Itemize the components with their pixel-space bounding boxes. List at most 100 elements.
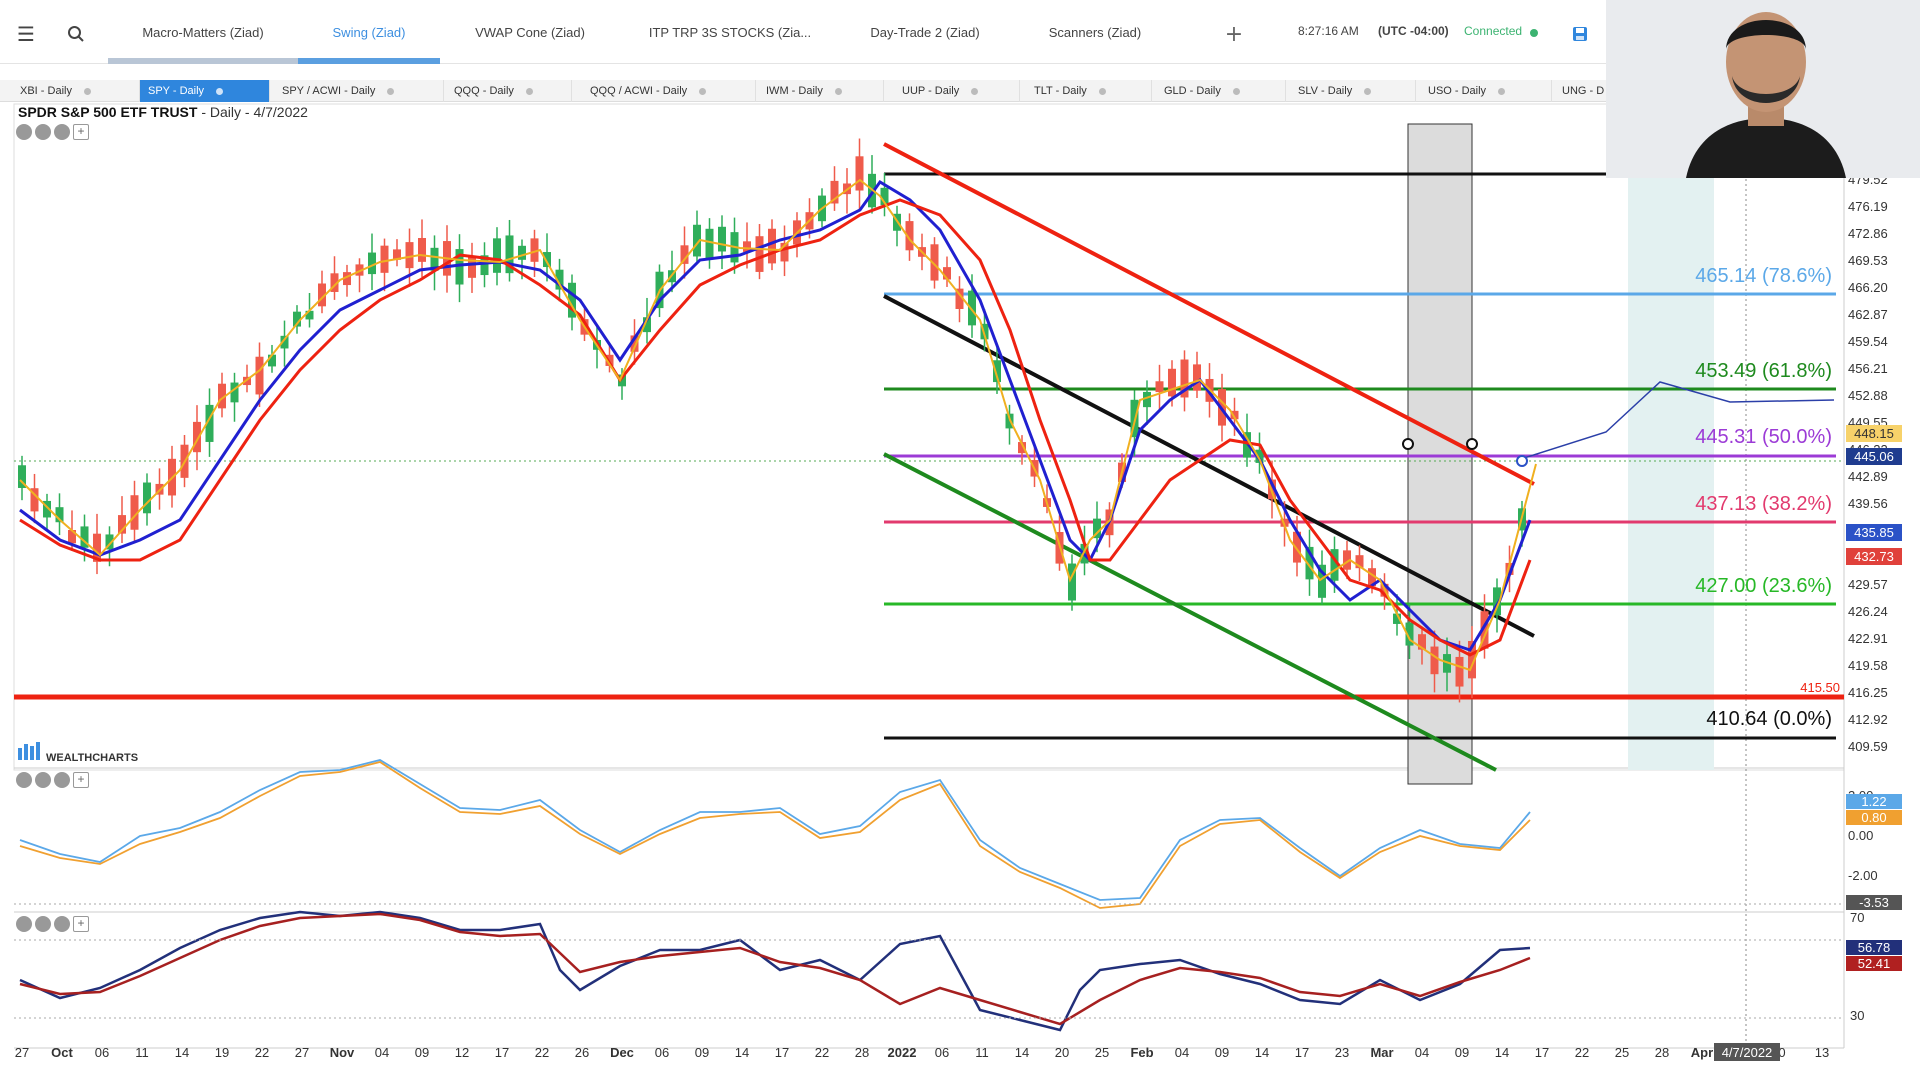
date-tick-label: Apr [1691, 1045, 1713, 1060]
candle-body [830, 180, 839, 204]
chart-title: SPDR S&P 500 ETF TRUST - Daily - 4/7/202… [18, 104, 308, 120]
macd-badge [1846, 810, 1902, 825]
date-tick-label: 22 [1575, 1045, 1589, 1060]
close-dot-icon[interactable] [971, 87, 979, 95]
price-badge [1846, 548, 1902, 565]
tab-scanners[interactable]: Scanners (Ziad) [1010, 0, 1180, 64]
candle-body [1505, 562, 1514, 575]
candle-body [430, 247, 439, 271]
rsi-badge [1846, 956, 1902, 971]
settings-icon[interactable] [16, 124, 32, 140]
candle-body [705, 228, 714, 259]
chart-symbol-name: SPDR S&P 500 ETF TRUST [18, 104, 198, 120]
close-dot-icon[interactable] [1364, 87, 1372, 95]
close-dot-icon[interactable] [216, 87, 224, 95]
close-dot-icon[interactable] [699, 87, 707, 95]
close-dot-icon[interactable] [525, 87, 533, 95]
ma-red-line [19, 198, 1532, 657]
macd-badge-text: 0.80 [1861, 810, 1886, 825]
symbol-tab-uso[interactable]: USO - Daily [1420, 80, 1552, 102]
collapse-icon[interactable] [35, 124, 51, 140]
symbol-tab-label: UUP - Daily [902, 85, 960, 97]
date-tick-label: 25 [1615, 1045, 1629, 1060]
date-tick-label: Nov [330, 1045, 355, 1060]
macd-badge [1846, 895, 1902, 910]
candle-body [280, 335, 289, 349]
candle-body [43, 500, 51, 518]
symbol-tab-xbi[interactable]: XBI - Daily [12, 80, 140, 102]
symbol-tab-qqq-acwi[interactable]: QQQ / ACWI - Daily [582, 80, 756, 102]
date-tick-label: 23 [1335, 1045, 1349, 1060]
tab-vwap-cone[interactable]: VWAP Cone (Ziad) [440, 0, 620, 64]
date-tick-label: 22 [815, 1045, 829, 1060]
candle-body [105, 534, 114, 550]
candle-body [1480, 611, 1489, 649]
close-dot-icon[interactable] [1498, 87, 1506, 95]
projection-zone [1628, 178, 1714, 770]
add-indicator-icon[interactable]: + [73, 772, 89, 788]
symbol-tab-slv[interactable]: SLV - Daily [1290, 80, 1416, 102]
presenter-video [1606, 0, 1920, 178]
rsi-badge-text: 56.78 [1858, 940, 1891, 955]
tab-macro-matters[interactable]: Macro-Matters (Ziad) [108, 0, 298, 64]
candle-body [618, 374, 626, 387]
symbol-tab-uup[interactable]: UUP - Daily [894, 80, 1020, 102]
price-badges: 448.15 445.06 435.85 432.73 [1846, 425, 1902, 565]
move-up-icon[interactable] [54, 124, 70, 140]
symbol-tab-gld[interactable]: GLD - Daily [1156, 80, 1286, 102]
price-tick-label: 462.87 [1848, 307, 1888, 322]
candle-body [530, 238, 539, 262]
candle-body [1093, 518, 1101, 539]
search-icon[interactable] [62, 20, 90, 48]
support-label: 415.50 [1800, 680, 1840, 695]
save-icon[interactable] [1566, 20, 1594, 48]
close-dot-icon[interactable] [1098, 87, 1106, 95]
add-indicator-icon[interactable]: + [73, 124, 89, 140]
marker-point [1466, 438, 1478, 450]
date-tick-label: 20 [1055, 1045, 1069, 1060]
tab-swing[interactable]: Swing (Ziad) [298, 0, 440, 64]
ma-blue-line [19, 180, 1532, 652]
settings-icon[interactable] [16, 772, 32, 788]
close-dot-icon[interactable] [834, 87, 842, 95]
add-tab-button[interactable]: + [1224, 21, 1244, 47]
candle-body [1255, 449, 1264, 463]
close-dot-icon[interactable] [1232, 87, 1240, 95]
collapse-icon[interactable] [35, 772, 51, 788]
collapse-icon[interactable] [35, 916, 51, 932]
close-dot-icon[interactable] [83, 87, 91, 95]
tab-itp-trp[interactable]: ITP TRP 3S STOCKS (Zia... [620, 0, 840, 64]
candle-body [193, 421, 201, 453]
tab-day-trade[interactable]: Day-Trade 2 (Ziad) [840, 0, 1010, 64]
symbol-tab-iwm[interactable]: IWM - Daily [758, 80, 884, 102]
symbol-tab-spy[interactable]: SPY - Daily [140, 80, 270, 102]
price-tick-label: 439.56 [1848, 496, 1888, 511]
date-tick-label: Dec [610, 1045, 634, 1060]
candle-body [393, 249, 401, 260]
macd-badge [1846, 794, 1902, 809]
fib-label-500: 445.31 (50.0%) [1695, 426, 1832, 448]
symbol-tab-tlt[interactable]: TLT - Daily [1026, 80, 1152, 102]
candle-body [1393, 613, 1401, 624]
move-up-icon[interactable] [54, 772, 70, 788]
candle-body [755, 236, 764, 272]
date-tick-label: 13 [1815, 1045, 1829, 1060]
move-up-icon[interactable] [54, 916, 70, 932]
settings-icon[interactable] [16, 916, 32, 932]
candle-body [680, 245, 689, 264]
symbol-tab-qqq[interactable]: QQQ - Daily [446, 80, 572, 102]
candle-body [1418, 634, 1426, 650]
symbol-tab-label: USO - Daily [1428, 85, 1487, 97]
date-tick-label: 14 [175, 1045, 189, 1060]
close-dot-icon[interactable] [387, 87, 395, 95]
date-cursor-badge [1714, 1043, 1780, 1061]
candle-body [518, 245, 526, 260]
candle-body [768, 228, 776, 264]
candle-body [1468, 640, 1476, 679]
hamburger-icon[interactable]: ☰ [17, 22, 35, 46]
add-indicator-icon[interactable]: + [73, 916, 89, 932]
candle-body [493, 238, 501, 273]
date-tick-label: Oct [51, 1045, 73, 1060]
symbol-tab-spy-acwi[interactable]: SPY / ACWI - Daily [274, 80, 444, 102]
